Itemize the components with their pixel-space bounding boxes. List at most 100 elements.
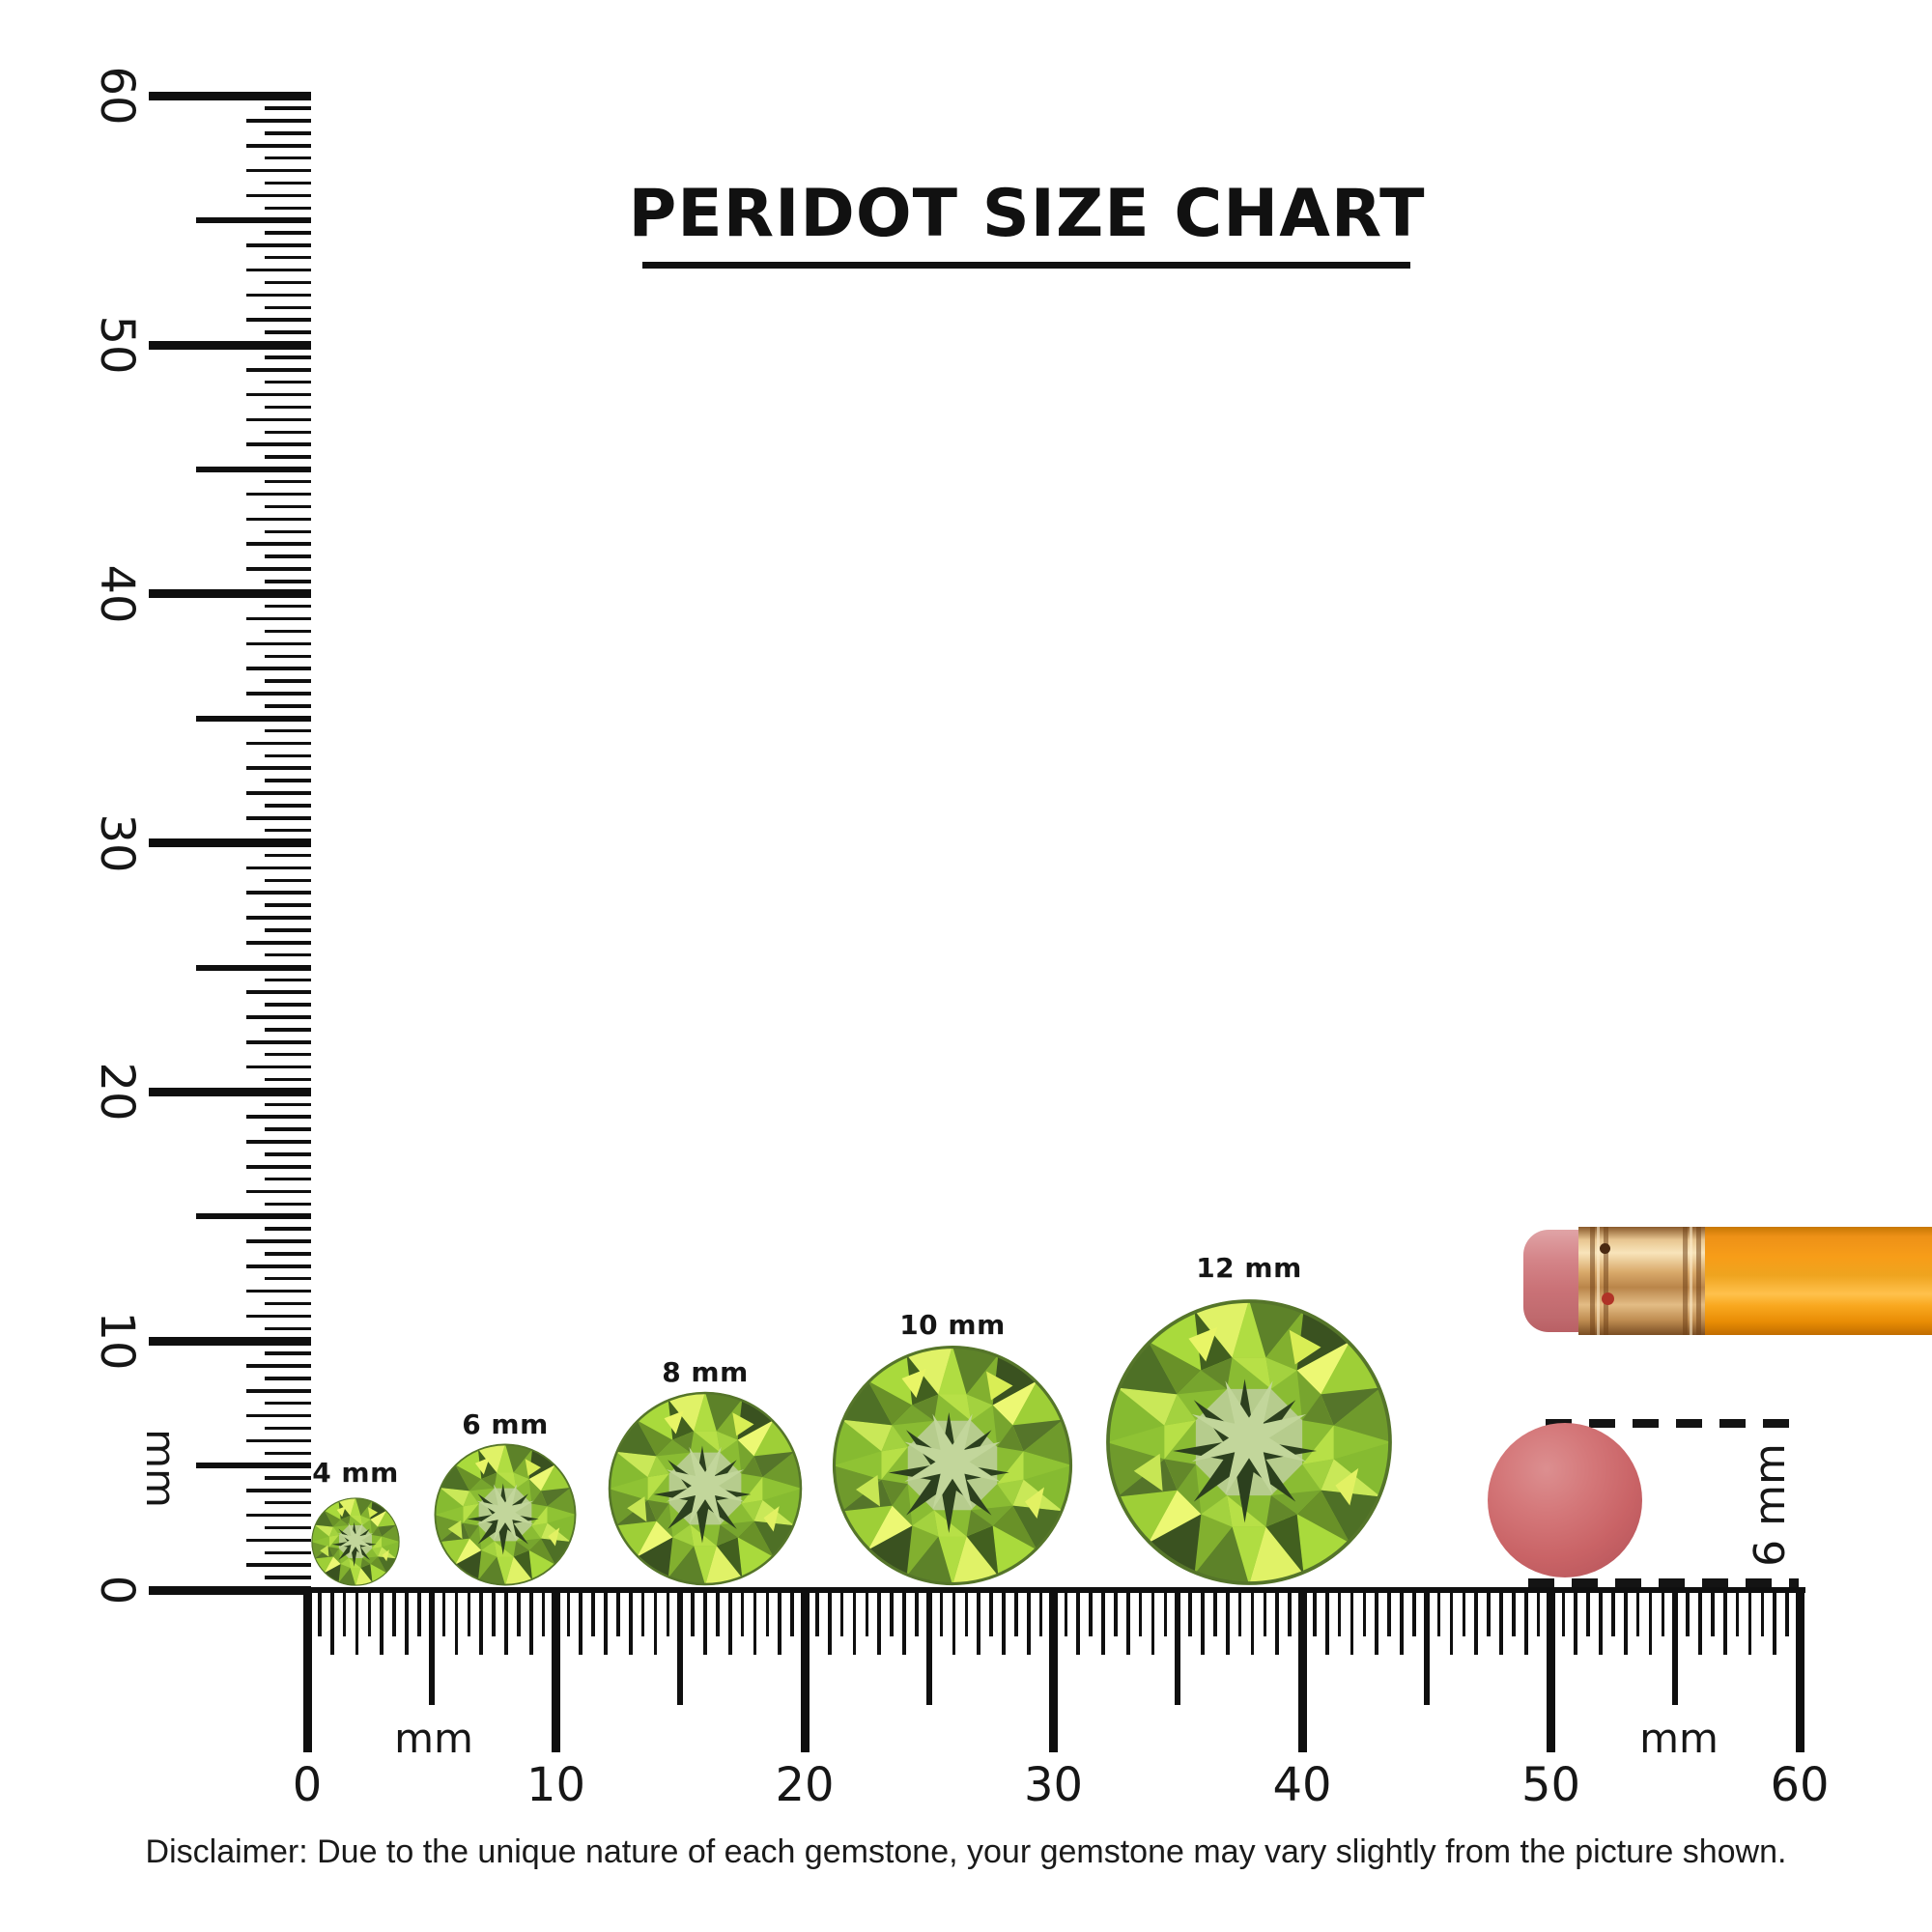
ruler-label: 0 [90, 1575, 144, 1605]
ruler-tick [246, 143, 311, 148]
ruler-tick [196, 715, 311, 722]
gem-size-label: 10 mm [899, 1308, 1006, 1341]
ruler-tick [265, 380, 311, 384]
ruler-label: 40 [1272, 1758, 1332, 1812]
ruler-tick [246, 667, 311, 670]
ruler-tick [265, 405, 311, 410]
ruler-tick [877, 1590, 882, 1655]
ruler-tick [196, 466, 311, 472]
peridot-gem-12mm [1105, 1298, 1393, 1586]
title-underline [642, 262, 1410, 269]
ruler-tick [246, 318, 311, 322]
ruler-tick [246, 268, 311, 272]
ruler-tick [1337, 1590, 1342, 1636]
ruler-tick [265, 704, 311, 708]
ruler-tick [504, 1590, 508, 1655]
peridot-gem-6mm [434, 1443, 577, 1586]
peridot-gem-10mm [832, 1345, 1073, 1586]
gem-size-label: 4 mm [312, 1456, 399, 1489]
ruler-tick [727, 1590, 732, 1655]
ruler-tick [246, 1065, 311, 1069]
ruler-tick [405, 1590, 409, 1655]
ruler-tick [246, 417, 311, 422]
ruler-tick [265, 1451, 311, 1455]
ruler-tick [1188, 1590, 1192, 1636]
ruler-tick [1064, 1590, 1068, 1636]
ruler-tick [964, 1590, 969, 1636]
ruler-tick [1151, 1590, 1155, 1655]
ruler-label: 30 [1023, 1758, 1084, 1812]
ruler-tick [246, 119, 311, 123]
ruler-tick [246, 243, 311, 247]
ruler-tick [1523, 1590, 1528, 1655]
ruler-unit-label: mm [394, 1714, 473, 1762]
ruler-tick [827, 1590, 832, 1655]
ruler-tick [566, 1590, 571, 1636]
ruler-tick [1263, 1590, 1267, 1636]
ruler-tick [925, 1590, 932, 1705]
ruler-tick [265, 728, 311, 733]
ruler-tick [839, 1590, 844, 1636]
ruler-tick [380, 1590, 384, 1655]
ruler-tick [865, 1590, 869, 1636]
ruler-tick [1648, 1590, 1653, 1655]
ruler-tick [454, 1590, 459, 1655]
ruler-tick [716, 1590, 720, 1636]
ruler-tick [1313, 1590, 1317, 1636]
ruler-tick [246, 641, 311, 646]
ruler-tick [1297, 1590, 1307, 1752]
ruler-tick [1474, 1590, 1479, 1655]
ruler-tick [1735, 1590, 1740, 1636]
ruler-tick [1795, 1590, 1804, 1752]
ruler-tick [196, 1213, 311, 1220]
ruler-tick [778, 1590, 782, 1655]
ruler-label: 40 [90, 564, 144, 624]
ruler-tick [1125, 1590, 1130, 1655]
ruler-tick [890, 1590, 894, 1636]
ruler-tick [265, 1377, 311, 1380]
ruler-tick [149, 1087, 311, 1096]
ruler-tick [265, 1501, 311, 1505]
ruler-tick [1400, 1590, 1404, 1655]
ruler-label: 10 [526, 1758, 586, 1812]
ruler-tick [1163, 1590, 1168, 1636]
ruler-tick [355, 1590, 359, 1655]
ruler-tick [246, 492, 311, 497]
ruler-tick [246, 866, 311, 870]
ruler-tick [1561, 1590, 1566, 1636]
ruler-tick [1375, 1590, 1379, 1655]
ferrule-rivet [1602, 1293, 1614, 1305]
ruler-tick [852, 1590, 857, 1655]
ruler-tick [1350, 1590, 1354, 1655]
ruler-tick [640, 1590, 645, 1636]
ruler-tick [1436, 1590, 1441, 1636]
ruler-tick [428, 1590, 435, 1705]
ruler-tick [265, 256, 311, 260]
ruler-tick [666, 1590, 670, 1636]
ruler-tick [1623, 1590, 1628, 1655]
ruler-tick [1760, 1590, 1765, 1636]
ruler-tick [1635, 1590, 1640, 1636]
ruler-tick [265, 430, 311, 434]
ruler-tick [1499, 1590, 1503, 1655]
ruler-label: 50 [90, 315, 144, 375]
ruler-tick [246, 766, 311, 771]
ruler-tick [318, 1590, 322, 1636]
ruler-tick [1387, 1590, 1391, 1636]
ruler-tick [246, 741, 311, 746]
ruler-tick [265, 580, 311, 583]
ruler-tick [653, 1590, 658, 1655]
ruler-tick [265, 206, 311, 210]
ruler-unit-label: mm [1639, 1714, 1719, 1762]
ruler-tick [246, 990, 311, 995]
ruler-tick [815, 1590, 819, 1636]
ruler-tick [552, 1590, 560, 1752]
ruler-tick [246, 1015, 311, 1019]
ruler-tick [1722, 1590, 1727, 1655]
ruler-tick [246, 1538, 311, 1543]
ruler-tick [591, 1590, 595, 1636]
ruler-tick [790, 1590, 794, 1636]
peridot-gem-8mm [608, 1391, 803, 1586]
ruler-tick [628, 1590, 633, 1655]
ruler-tick [265, 1550, 311, 1555]
